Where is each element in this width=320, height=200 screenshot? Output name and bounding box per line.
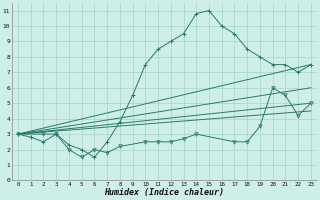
X-axis label: Humidex (Indice chaleur): Humidex (Indice chaleur) bbox=[104, 188, 224, 197]
